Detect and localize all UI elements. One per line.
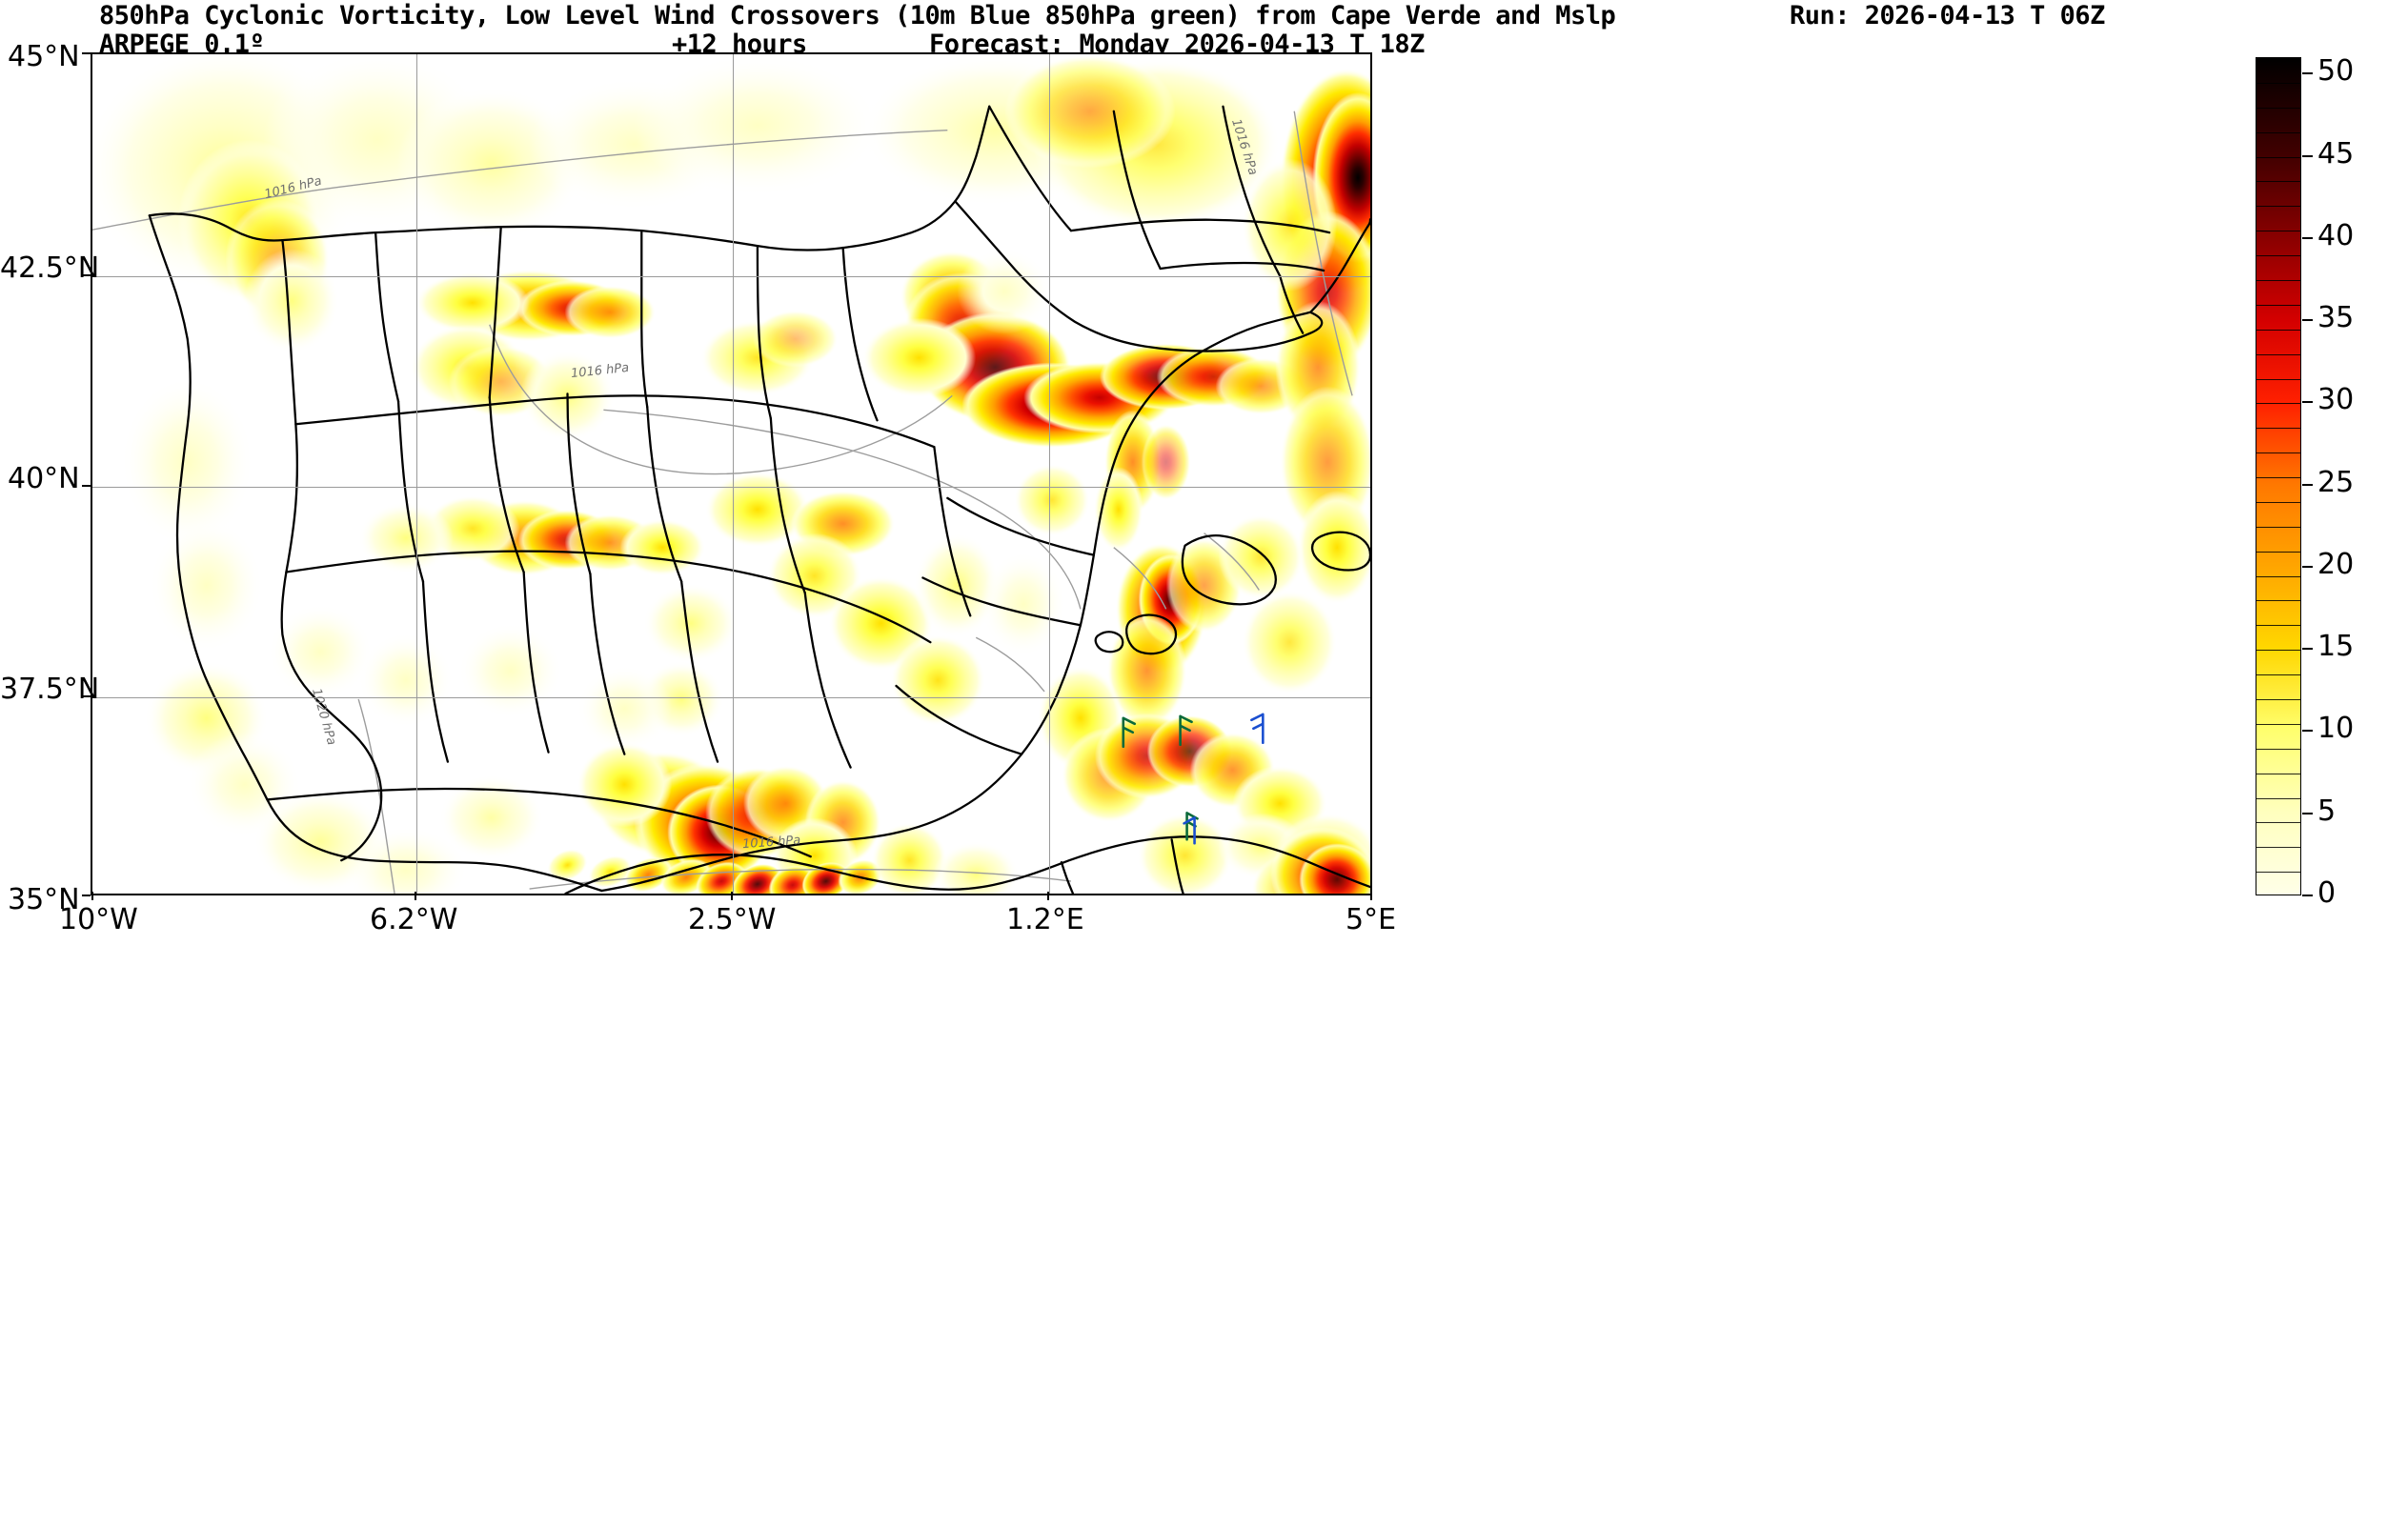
- colorbar-gradient: [2256, 58, 2300, 895]
- y-tick-mark: [82, 485, 91, 487]
- gridline-vertical: [1049, 54, 1050, 894]
- colorbar-tick-mark: [2302, 812, 2313, 814]
- colorbar-segment-line: [2256, 206, 2300, 208]
- colorbar-tick-label: 15: [2317, 630, 2355, 664]
- gridline-horizontal: [92, 276, 1370, 277]
- colorbar-segment-line: [2256, 304, 2300, 306]
- colorbar-tick-mark: [2302, 895, 2313, 896]
- colorbar-segment-line: [2256, 526, 2300, 528]
- mslp-isobars: [92, 111, 1353, 894]
- gridline-vertical: [416, 54, 417, 894]
- y-tick-mark: [82, 895, 91, 896]
- colorbar-segment-line: [2256, 847, 2300, 849]
- colorbar-segment-line: [2256, 600, 2300, 602]
- colorbar-segment-line: [2256, 378, 2300, 380]
- colorbar-tick-label: 40: [2317, 218, 2355, 252]
- colorbar-segment-line: [2256, 82, 2300, 84]
- x-tick-mark: [731, 892, 733, 900]
- colorbar-segment-line: [2256, 353, 2300, 355]
- model-run-label: Run: 2026-04-13 T 06Z: [1790, 1, 2105, 30]
- x-tick-mark: [91, 892, 93, 900]
- y-tick-label: 45°N: [8, 40, 80, 73]
- y-tick-label: 42.5°N: [0, 251, 100, 285]
- colorbar-segment-line: [2256, 452, 2300, 454]
- colorbar-segment-line: [2256, 748, 2300, 750]
- colorbar-tick-label: 20: [2317, 547, 2355, 581]
- y-tick-label: 35°N: [8, 883, 80, 916]
- chart-title: 850hPa Cyclonic Vorticity, Low Level Win…: [99, 1, 1616, 30]
- colorbar-segment-line: [2256, 625, 2300, 627]
- map-plot-area: 1016 hPa 1016 hPa 1016 hPa 1020 hPa 1016…: [91, 52, 1372, 895]
- x-tick-mark: [1370, 892, 1372, 900]
- coastlines: [148, 105, 1370, 894]
- colorbar-segment-line: [2256, 131, 2300, 133]
- colorbar-tick-label: 25: [2317, 465, 2355, 499]
- gridline-horizontal: [92, 487, 1370, 488]
- chart-header: 850hPa Cyclonic Vorticity, Low Level Win…: [0, 0, 2408, 59]
- x-tick-mark: [415, 892, 416, 900]
- y-tick-label: 40°N: [8, 462, 80, 495]
- colorbar-tick-label: 45: [2317, 136, 2355, 171]
- colorbar-tick-label: 35: [2317, 301, 2355, 335]
- colorbar-segment-line: [2256, 723, 2300, 725]
- colorbar-tick-mark: [2302, 401, 2313, 404]
- colorbar-segment-line: [2256, 872, 2300, 874]
- colorbar-tick-label: 5: [2317, 794, 2337, 828]
- y-tick-mark: [82, 52, 91, 54]
- colorbar-tick-mark: [2302, 72, 2313, 75]
- colorbar-segment-line: [2256, 403, 2300, 405]
- colorbar-tick-label: 10: [2317, 712, 2355, 746]
- colorbar-segment-line: [2256, 279, 2300, 281]
- colorbar-segment-line: [2256, 477, 2300, 478]
- colorbar-tick-mark: [2302, 648, 2313, 651]
- colorbar: [2256, 57, 2301, 895]
- y-tick-label: 37.5°N: [0, 673, 100, 706]
- colorbar-tick-mark: [2302, 236, 2313, 239]
- colorbar-segment-line: [2256, 501, 2300, 503]
- colorbar-segment-line: [2256, 107, 2300, 109]
- x-tick-label: 2.5°W: [688, 903, 777, 936]
- y-tick-mark: [82, 695, 91, 697]
- x-tick-label: 10°W: [59, 903, 138, 936]
- colorbar-tick-mark: [2302, 319, 2313, 322]
- colorbar-segment-line: [2256, 181, 2300, 183]
- colorbar-segment-line: [2256, 156, 2300, 158]
- gridline-vertical: [733, 54, 734, 894]
- colorbar-tick-mark: [2302, 483, 2313, 486]
- x-tick-mark: [1047, 892, 1049, 900]
- gridline-horizontal: [92, 697, 1370, 698]
- colorbar-segment-line: [2256, 428, 2300, 430]
- colorbar-tick-mark: [2302, 730, 2313, 733]
- x-tick-label: 6.2°W: [370, 903, 458, 936]
- wind-crossover-barbs: [1122, 713, 1265, 845]
- colorbar-segment-line: [2256, 698, 2300, 700]
- colorbar-tick-mark: [2302, 154, 2313, 157]
- colorbar-segment-line: [2256, 575, 2300, 577]
- colorbar-segment-line: [2256, 255, 2300, 257]
- colorbar-segment-line: [2256, 822, 2300, 824]
- colorbar-segment-line: [2256, 329, 2300, 331]
- x-tick-label: 1.2°E: [1006, 903, 1084, 936]
- colorbar-tick-label: 50: [2317, 54, 2355, 89]
- colorbar-segment-line: [2256, 650, 2300, 652]
- x-tick-label: 5°E: [1346, 903, 1397, 936]
- colorbar-segment-line: [2256, 674, 2300, 676]
- vorticity-map: [92, 54, 1370, 894]
- colorbar-tick-label: 0: [2317, 876, 2337, 910]
- y-tick-mark: [82, 274, 91, 276]
- colorbar-segment-line: [2256, 797, 2300, 799]
- colorbar-segment-line: [2256, 551, 2300, 553]
- colorbar-tick-mark: [2302, 565, 2313, 568]
- colorbar-tick-label: 30: [2317, 383, 2355, 417]
